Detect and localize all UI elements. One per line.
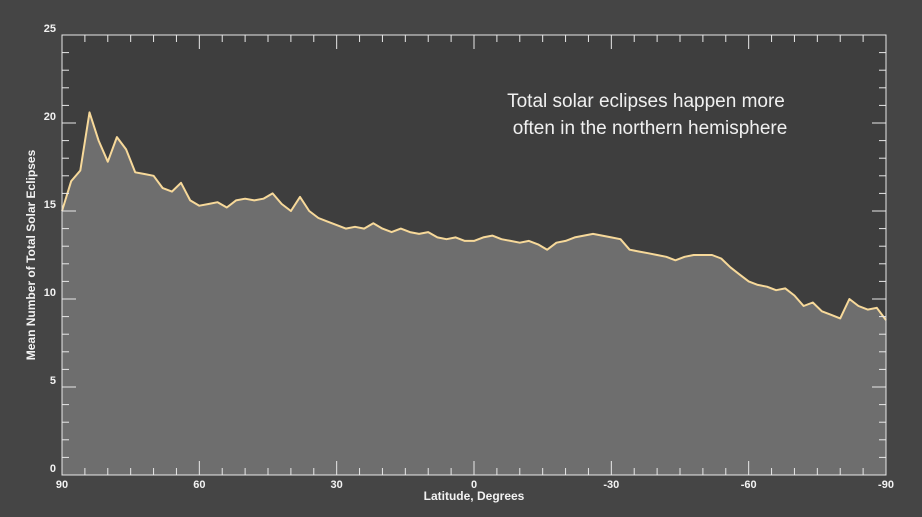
y-tick-label: 20 [44,111,56,123]
x-tick-label: 30 [331,479,343,491]
x-tick-label: 0 [471,479,477,491]
x-tick-label: -90 [878,479,894,491]
x-tick-label: -30 [603,479,619,491]
x-axis-label: Latitude, Degrees [424,489,525,503]
y-tick-label: 25 [44,23,56,35]
annotation: often in the northern hemisphere [513,118,788,139]
y-tick-label: 5 [50,375,56,387]
annotation: Total solar eclipses happen more [507,91,785,112]
x-tick-label: 60 [193,479,205,491]
x-tick-label: -60 [741,479,757,491]
y-axis-label: Mean Number of Total Solar Eclipses [24,149,38,360]
area [62,112,886,476]
y-tick-label: 10 [44,287,56,299]
y-tick-label: 0 [50,463,56,475]
x-tick-label: 90 [56,479,68,491]
y-tick-label: 15 [44,199,56,211]
line [61,111,887,321]
